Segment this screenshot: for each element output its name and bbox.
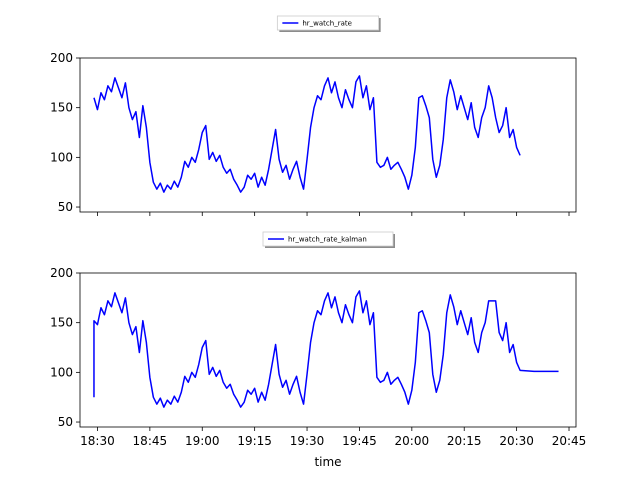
x-tick-label: 20:00 — [395, 434, 430, 448]
y-tick-label: 100 — [50, 150, 73, 164]
x-tick-label: 18:45 — [133, 434, 168, 448]
legend-label: hr_watch_rate — [302, 20, 352, 28]
series-line-2-1 — [93, 290, 559, 408]
legend-box — [276, 15, 380, 31]
legend-label: hr_watch_rate_kalman — [288, 236, 367, 244]
x-tick-label: 20:15 — [447, 434, 482, 448]
x-axis-label: time — [314, 455, 341, 469]
x-tick-label: 19:45 — [342, 434, 377, 448]
y-tick-label: 50 — [58, 200, 73, 214]
chart-panels: 50 100 150 200 hr_watch_rate 50 100 150 200 18:30… — [50, 15, 587, 469]
y-tick-label: 200 — [50, 51, 73, 65]
chart-panel-1: 50 100 150 200 hr_watch_rate — [50, 15, 577, 216]
x-tick-label: 20:45 — [552, 434, 587, 448]
y-tick-label: 50 — [58, 415, 73, 429]
axes-frame — [79, 272, 577, 428]
x-tick-label: 19:00 — [185, 434, 220, 448]
series-line-1-1 — [93, 75, 521, 193]
y-tick-label: 100 — [50, 365, 73, 379]
legend-box — [262, 231, 394, 247]
axes-frame — [79, 57, 577, 213]
x-tick-label: 19:30 — [290, 434, 325, 448]
legend: hr_watch_rate_kalman — [262, 231, 395, 248]
y-tick-label: 150 — [50, 101, 73, 115]
chart-panel-2: 50 100 150 200 18:30 18:45 19:00 19:15 19:30 19:4… — [50, 231, 587, 469]
y-tick-label: 200 — [50, 266, 73, 280]
y-tick-label: 150 — [50, 316, 73, 330]
x-tick-label: 19:15 — [237, 434, 272, 448]
x-tick-label: 20:30 — [499, 434, 534, 448]
legend: hr_watch_rate — [276, 15, 381, 32]
x-tick-label: 18:30 — [80, 434, 115, 448]
